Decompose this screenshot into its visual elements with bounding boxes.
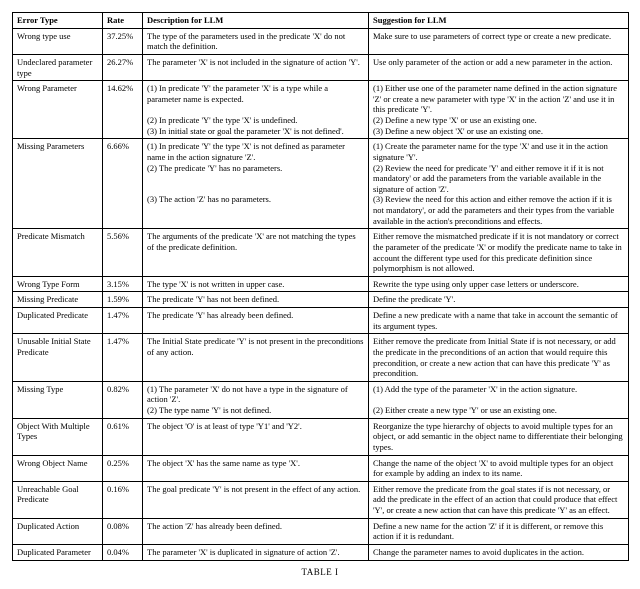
cell-rate: 1.47% [103, 334, 143, 382]
error-types-table: Error Type Rate Description for LLM Sugg… [12, 12, 629, 561]
table-row: Unusable Initial State Predicate1.47%The… [13, 334, 629, 382]
cell-error-type: Unusable Initial State Predicate [13, 334, 103, 382]
cell-rate: 1.59% [103, 292, 143, 308]
cell-rate: 26.27% [103, 54, 143, 80]
cell-rate: 1.47% [103, 308, 143, 334]
cell-error-type: Unreachable Goal Predicate [13, 481, 103, 518]
cell-sugg: Change the name of the object 'X' to avo… [369, 455, 629, 481]
cell-rate: 0.82% [103, 381, 143, 418]
cell-rate: 37.25% [103, 28, 143, 54]
cell-desc: The Initial State predicate 'Y' is not p… [143, 334, 369, 382]
cell-desc: The object 'O' is at least of type 'Y1' … [143, 418, 369, 455]
table-row: Missing Parameters6.66%(1) In predicate … [13, 139, 629, 229]
cell-error-type: Duplicated Predicate [13, 308, 103, 334]
cell-desc: The predicate 'Y' has already been defin… [143, 308, 369, 334]
cell-error-type: Duplicated Action [13, 518, 103, 544]
table-caption: TABLE I [12, 567, 628, 577]
table-row: Unreachable Goal Predicate0.16%The goal … [13, 481, 629, 518]
cell-desc: (1) In predicate 'Y' the parameter 'X' i… [143, 81, 369, 139]
cell-sugg: Either remove the predicate from the goa… [369, 481, 629, 518]
table-row: Duplicated Parameter0.04%The parameter '… [13, 544, 629, 560]
cell-sugg: Define a new predicate with a name that … [369, 308, 629, 334]
cell-rate: 0.08% [103, 518, 143, 544]
cell-sugg: Make sure to use parameters of correct t… [369, 28, 629, 54]
col-error-type: Error Type [13, 13, 103, 29]
cell-error-type: Wrong Object Name [13, 455, 103, 481]
cell-error-type: Missing Predicate [13, 292, 103, 308]
table-row: Missing Predicate1.59%The predicate 'Y' … [13, 292, 629, 308]
cell-rate: 0.16% [103, 481, 143, 518]
cell-desc: The predicate 'Y' has not been defined. [143, 292, 369, 308]
table-header-row: Error Type Rate Description for LLM Sugg… [13, 13, 629, 29]
cell-sugg: Use only parameter of the action or add … [369, 54, 629, 80]
cell-desc: (1) In predicate 'Y' the type 'X' is not… [143, 139, 369, 229]
cell-sugg: (1) Create the parameter name for the ty… [369, 139, 629, 229]
col-sugg: Suggestion for LLM [369, 13, 629, 29]
table-row: Wrong Object Name0.25%The object 'X' has… [13, 455, 629, 481]
table-row: Wrong Type Form3.15%The type 'X' is not … [13, 276, 629, 292]
cell-rate: 0.61% [103, 418, 143, 455]
cell-sugg: (1) Add the type of the parameter 'X' in… [369, 381, 629, 418]
cell-sugg: Reorganize the type hierarchy of objects… [369, 418, 629, 455]
cell-sugg: Either remove the mismatched predicate i… [369, 229, 629, 277]
col-desc: Description for LLM [143, 13, 369, 29]
cell-sugg: Define a new name for the action 'Z' if … [369, 518, 629, 544]
cell-error-type: Predicate Mismatch [13, 229, 103, 277]
table-row: Duplicated Predicate1.47%The predicate '… [13, 308, 629, 334]
table-row: Predicate Mismatch5.56%The arguments of … [13, 229, 629, 277]
cell-desc: The type of the parameters used in the p… [143, 28, 369, 54]
col-rate: Rate [103, 13, 143, 29]
cell-rate: 6.66% [103, 139, 143, 229]
cell-sugg: Either remove the predicate from Initial… [369, 334, 629, 382]
cell-error-type: Wrong Parameter [13, 81, 103, 139]
cell-desc: (1) The parameter 'X' do not have a type… [143, 381, 369, 418]
cell-desc: The parameter 'X' is not included in the… [143, 54, 369, 80]
cell-desc: The goal predicate 'Y' is not present in… [143, 481, 369, 518]
cell-rate: 3.15% [103, 276, 143, 292]
cell-desc: The action 'Z' has already been defined. [143, 518, 369, 544]
cell-rate: 14.62% [103, 81, 143, 139]
cell-error-type: Undeclared parameter type [13, 54, 103, 80]
cell-error-type: Missing Parameters [13, 139, 103, 229]
table-row: Duplicated Action0.08%The action 'Z' has… [13, 518, 629, 544]
cell-rate: 0.25% [103, 455, 143, 481]
cell-sugg: (1) Either use one of the parameter name… [369, 81, 629, 139]
cell-desc: The parameter 'X' is duplicated in signa… [143, 544, 369, 560]
table-row: Undeclared parameter type26.27%The param… [13, 54, 629, 80]
cell-sugg: Define the predicate 'Y'. [369, 292, 629, 308]
cell-error-type: Object With Multiple Types [13, 418, 103, 455]
table-row: Missing Type0.82%(1) The parameter 'X' d… [13, 381, 629, 418]
cell-desc: The arguments of the predicate 'X' are n… [143, 229, 369, 277]
cell-rate: 0.04% [103, 544, 143, 560]
table-row: Wrong Parameter14.62%(1) In predicate 'Y… [13, 81, 629, 139]
cell-sugg: Change the parameter names to avoid dupl… [369, 544, 629, 560]
cell-desc: The type 'X' is not written in upper cas… [143, 276, 369, 292]
table-body: Wrong type use37.25%The type of the para… [13, 28, 629, 560]
cell-error-type: Wrong Type Form [13, 276, 103, 292]
cell-desc: The object 'X' has the same name as type… [143, 455, 369, 481]
cell-sugg: Rewrite the type using only upper case l… [369, 276, 629, 292]
cell-error-type: Wrong type use [13, 28, 103, 54]
cell-error-type: Duplicated Parameter [13, 544, 103, 560]
cell-rate: 5.56% [103, 229, 143, 277]
cell-error-type: Missing Type [13, 381, 103, 418]
table-row: Wrong type use37.25%The type of the para… [13, 28, 629, 54]
table-row: Object With Multiple Types0.61%The objec… [13, 418, 629, 455]
